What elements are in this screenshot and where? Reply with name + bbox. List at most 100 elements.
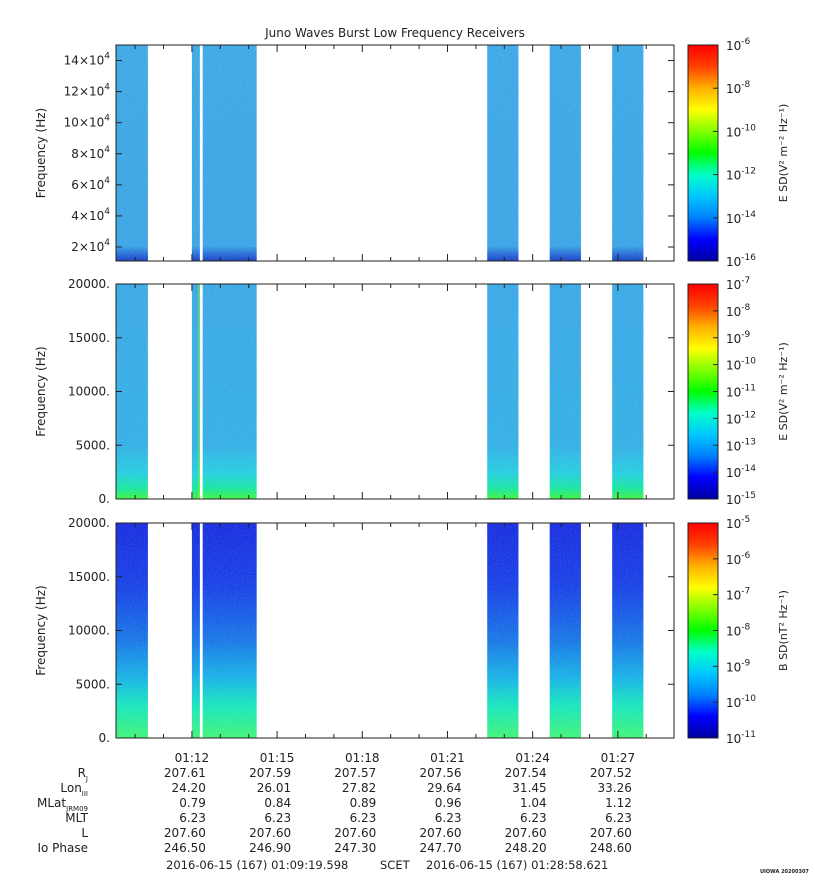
y-tick-label: 20000. — [68, 277, 110, 291]
ephemeris-value: 6.23 — [435, 811, 462, 825]
time-tick-label: 01:18 — [345, 751, 380, 765]
panel-top: 2×104 4×104 6×104 8×104 10×104 12×104 14×104 Fr… — [34, 37, 790, 269]
burst-texture — [487, 284, 519, 499]
time-tick-label: 01:15 — [260, 751, 295, 765]
ephemeris-value: 33.26 — [598, 781, 632, 795]
colorbar-tick-label: 10-7 — [726, 276, 750, 292]
colorbar-tick-label: 10-8 — [726, 303, 751, 319]
ephemeris-value: 6.23 — [350, 811, 377, 825]
y-tick-label: 10000. — [68, 385, 110, 399]
colorbar-tick-label: 10-10 — [726, 123, 756, 139]
time-tick-label: 01:27 — [601, 751, 636, 765]
ephemeris-value: 207.60 — [249, 826, 291, 840]
ephemeris-value: 29.64 — [427, 781, 461, 795]
burst-texture — [202, 523, 257, 738]
burst-texture — [612, 284, 644, 499]
ephemeris-row-label: RJ — [78, 766, 88, 783]
colorbar-label: E SD(V² m⁻² Hz⁻¹) — [777, 342, 790, 441]
footer-stamp: UIOWA 20200307 — [760, 869, 809, 875]
ephemeris-value: 247.30 — [334, 841, 376, 855]
colorbar-tick-label: 10-12 — [726, 410, 756, 426]
y-axis-label: Frequency (Hz) — [34, 346, 48, 437]
colorbar-tick-label: 10-7 — [726, 587, 750, 603]
ephemeris-row-label: L — [81, 826, 88, 840]
bright-line — [197, 284, 200, 499]
burst-texture — [612, 523, 644, 738]
ephemeris-value: 24.20 — [172, 781, 206, 795]
colorbar-tick-label: 10-6 — [726, 551, 751, 567]
y-tick-label: 0. — [99, 731, 110, 745]
burst-texture — [549, 45, 581, 261]
ephemeris-value: 207.61 — [164, 766, 206, 780]
figure-title: Juno Waves Burst Low Frequency Receivers — [264, 26, 525, 40]
y-tick-label: 4×104 — [71, 207, 110, 223]
y-tick-label: 0. — [99, 492, 110, 506]
ephemeris-value: 246.50 — [164, 841, 206, 855]
colorbar — [687, 44, 719, 262]
burst-texture — [191, 45, 200, 261]
ephemeris-value: 207.59 — [249, 766, 291, 780]
burst-texture — [487, 523, 519, 738]
ephemeris-value: 6.23 — [179, 811, 206, 825]
y-tick-label: 14×104 — [64, 52, 111, 68]
colorbar-tick-label: 10-11 — [726, 730, 756, 746]
colorbar-tick-label: 10-9 — [726, 330, 751, 346]
y-tick-label: 5000. — [76, 677, 110, 691]
colorbar-tick-label: 10-12 — [726, 167, 756, 183]
y-tick-label: 10000. — [68, 624, 110, 638]
y-axis-label: Frequency (Hz) — [34, 585, 48, 676]
colorbar-label: E SD(V² m⁻² Hz⁻¹) — [777, 104, 790, 203]
ephemeris-value: 0.84 — [264, 796, 291, 810]
colorbar-tick-label: 10-10 — [726, 357, 756, 373]
ephemeris-value: 6.23 — [520, 811, 547, 825]
ephemeris-value: 248.60 — [590, 841, 632, 855]
ephemeris-value: 26.01 — [257, 781, 291, 795]
burst-texture — [549, 284, 581, 499]
time-tick-label: 01:21 — [430, 751, 465, 765]
ephemeris-value: 247.70 — [419, 841, 461, 855]
burst-texture — [116, 45, 148, 261]
footer-end: 2016-06-15 (167) 01:28:58.621 — [426, 858, 608, 872]
ephemeris-value: 0.96 — [435, 796, 462, 810]
ephemeris-row-label: LonIII — [60, 781, 88, 798]
colorbar-tick-label: 10-11 — [726, 384, 756, 400]
ephemeris-value: 207.54 — [505, 766, 547, 780]
ephemeris-value: 0.79 — [179, 796, 206, 810]
footer-start: 2016-06-15 (167) 01:09:19.598 — [166, 858, 348, 872]
ephemeris-value: 1.12 — [605, 796, 632, 810]
burst-texture — [487, 45, 519, 261]
ephemeris-table: 01:12 01:15 01:18 01:21 01:24 01:27 RJ 207.61 20… — [37, 751, 635, 855]
colorbar-label: B SD(nT² Hz⁻¹) — [777, 590, 790, 671]
y-tick-label: 15000. — [68, 570, 110, 584]
panel-middle: 0. 5000. 10000. 15000. 20000. Frequency (Hz) 1… — [34, 276, 790, 507]
ephemeris-value: 31.45 — [512, 781, 546, 795]
colorbar-tick-label: 10-14 — [726, 464, 756, 480]
ephemeris-value: 1.04 — [520, 796, 547, 810]
y-tick-label: 2×104 — [71, 238, 110, 254]
ephemeris-value: 207.60 — [164, 826, 206, 840]
colorbar-tick-label: 10-6 — [726, 37, 751, 53]
time-tick-label: 01:12 — [175, 751, 210, 765]
burst-texture — [612, 45, 644, 261]
ephemeris-value: 207.56 — [419, 766, 461, 780]
ephemeris-row-label: MLatJRM09 — [37, 796, 88, 813]
y-tick-label: 15000. — [68, 331, 110, 345]
y-axis-label: Frequency (Hz) — [34, 108, 48, 199]
colorbar-tick-label: 10-16 — [726, 253, 756, 269]
burst-texture — [202, 45, 257, 261]
colorbar-tick-label: 10-15 — [726, 491, 756, 507]
y-tick-label: 10×104 — [64, 114, 111, 130]
time-tick-label: 01:24 — [515, 751, 550, 765]
burst-texture — [549, 523, 581, 738]
burst-texture — [202, 284, 257, 499]
ephemeris-value: 246.90 — [249, 841, 291, 855]
burst-texture — [191, 523, 200, 738]
colorbar-tick-label: 10-8 — [726, 80, 751, 96]
ephemeris-value: 27.82 — [342, 781, 376, 795]
colorbar-tick-label: 10-5 — [726, 515, 750, 531]
colorbar-tick-label: 10-9 — [726, 658, 751, 674]
ephemeris-value: 6.23 — [264, 811, 291, 825]
ephemeris-value: 0.89 — [350, 796, 377, 810]
panel-bottom: 0. 5000. 10000. 15000. 20000. Frequency (Hz) 1… — [34, 515, 790, 746]
